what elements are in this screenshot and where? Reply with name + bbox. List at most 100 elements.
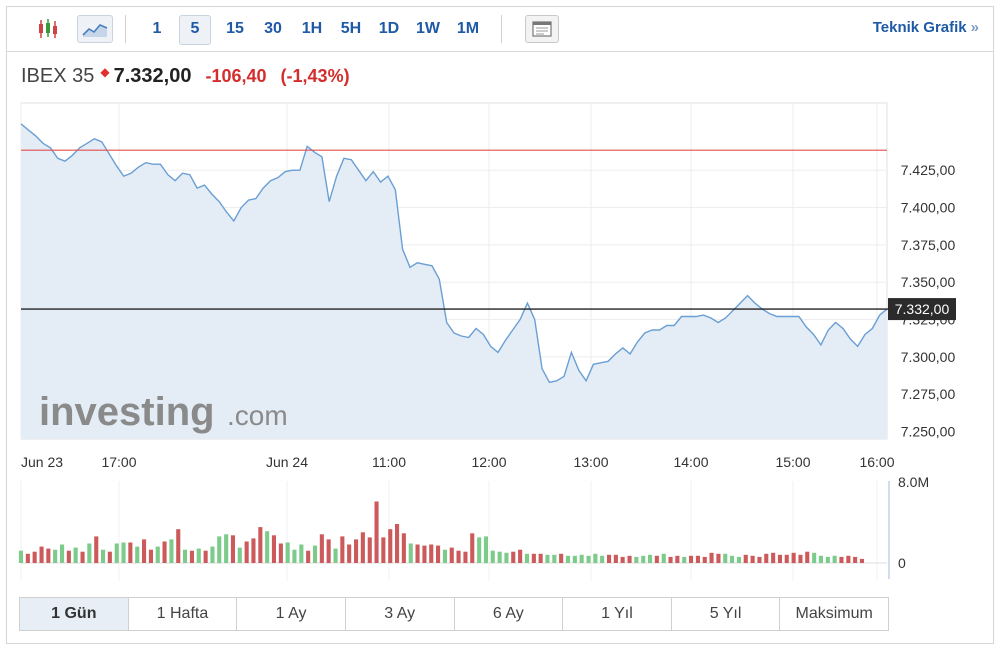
volume-bar (101, 549, 106, 563)
volume-bar (572, 555, 577, 563)
volume-bar (148, 549, 153, 563)
volume-bar (299, 544, 304, 563)
volume-bar (53, 549, 58, 563)
volume-bar (94, 536, 99, 564)
volume-bar (689, 555, 694, 563)
volume-bar (395, 524, 400, 563)
range-tab-1-day[interactable]: 1 Gün (20, 598, 129, 630)
candlestick-icon[interactable] (33, 15, 63, 43)
volume-bar (784, 554, 789, 563)
interval-1m[interactable]: 1M (456, 20, 480, 37)
volume-bar (292, 549, 297, 563)
range-tabs: 1 Gün 1 Hafta 1 Ay 3 Ay 6 Ay 1 Yıl 5 Yıl… (19, 597, 889, 631)
range-tab-5-years[interactable]: 5 Yıl (672, 598, 781, 630)
volume-bar (716, 553, 721, 563)
range-tab-max[interactable]: Maksimum (795, 605, 873, 622)
volume-bar (559, 553, 564, 563)
volume-bar (654, 555, 659, 563)
y-tick-label: 7.425,00 (901, 162, 956, 178)
interval-1w[interactable]: 1W (416, 20, 440, 37)
y-tick-label: 7.375,00 (901, 237, 956, 253)
interval-1[interactable]: 1 (152, 20, 162, 37)
x-tick-label: 13:00 (573, 454, 608, 470)
volume-max-label: 8.0M (898, 474, 929, 490)
range-tab-3-months[interactable]: 3 Ay (346, 598, 455, 630)
volume-bar (511, 551, 516, 563)
quote-header: IBEX 35 ◆ 7.332,00 -106,40 (-1,43%) (21, 65, 350, 88)
interval-1d[interactable]: 1D (378, 20, 400, 37)
price-chart[interactable]: investing .com 7.425,00 7.400,00 7.375,00 7… (7, 7, 993, 589)
volume-bar (456, 550, 461, 563)
range-tab-1-month[interactable]: 1 Ay (237, 598, 346, 630)
volume-bar (545, 554, 550, 563)
x-tick-label: Jun 23 (21, 454, 63, 470)
volume-bar (347, 544, 352, 563)
volume-bar (388, 529, 393, 563)
technical-chart-link[interactable]: Teknik Grafik» (873, 19, 979, 36)
volume-bar (354, 539, 359, 563)
volume-bar (306, 550, 311, 563)
interval-15[interactable]: 15 (226, 20, 244, 37)
volume-bar (709, 552, 714, 564)
volume-bar (374, 501, 379, 563)
volume-bar (846, 555, 851, 563)
volume-bar (176, 529, 181, 563)
interval-5[interactable]: 5 (179, 15, 211, 45)
volume-bar (743, 554, 748, 563)
instrument-name: IBEX 35 (21, 65, 95, 87)
volume-bar (600, 555, 605, 563)
volume-bar (107, 551, 112, 563)
investing-watermark: investing .com (39, 390, 288, 434)
double-chevron-right-icon: » (970, 19, 979, 36)
volume-bar (135, 546, 140, 563)
x-tick-label: Jun 24 (266, 454, 308, 470)
volume-bar (593, 553, 598, 563)
last-price: 7.332,00 (113, 65, 192, 87)
range-tab-1-week[interactable]: 1 Hafta (129, 598, 238, 630)
volume-bar (189, 550, 194, 563)
volume-bar (586, 555, 591, 563)
volume-bar (196, 548, 201, 563)
volume-bar (217, 536, 222, 564)
y-tick-label: 7.275,00 (901, 386, 956, 402)
volume-bar (326, 539, 331, 563)
volume-bar (155, 546, 160, 563)
volume-bar (39, 546, 44, 563)
volume-bar (627, 555, 632, 563)
watermark-brand: investing (39, 390, 215, 434)
panel-icon[interactable] (525, 15, 559, 43)
interval-1h[interactable]: 1H (301, 20, 323, 37)
volume-bar (791, 552, 796, 564)
current-price-label: 7.332,00 (895, 301, 950, 317)
volume-bar (607, 554, 612, 563)
x-tick-label: 17:00 (101, 454, 136, 470)
volume-bar (757, 556, 762, 563)
volume-bar (224, 534, 229, 563)
volume-bar (183, 549, 188, 563)
volume-bar (634, 556, 639, 563)
interval-30[interactable]: 30 (264, 20, 282, 37)
range-tab-6-months[interactable]: 6 Ay (455, 598, 564, 630)
volume-bar (497, 551, 502, 563)
area-chart-icon[interactable] (77, 15, 113, 43)
volume-bar (839, 556, 844, 563)
volume-bar (114, 543, 119, 563)
down-arrow-icon: ◆ (100, 65, 110, 79)
volume-bar (777, 554, 782, 563)
volume-bar (142, 539, 147, 563)
volume-bar (463, 551, 468, 563)
interval-5h[interactable]: 5H (340, 20, 362, 37)
volume-zero-label: 0 (898, 555, 906, 571)
volume-bar (422, 545, 427, 563)
volume-bar (565, 555, 570, 563)
volume-bar (641, 555, 646, 563)
range-tab-1-year[interactable]: 1 Yıl (563, 598, 672, 630)
x-tick-label: 14:00 (673, 454, 708, 470)
volume-bar (285, 542, 290, 563)
volume-bar (210, 546, 215, 563)
chart-widget: 1 5 15 30 1H 5H 1D 1W 1M Teknik Grafik» … (6, 6, 994, 644)
price-change-percent: (-1,43%) (280, 66, 350, 86)
volume-bar (128, 542, 133, 563)
volume-bar (203, 550, 208, 563)
volume-bar (73, 547, 78, 563)
